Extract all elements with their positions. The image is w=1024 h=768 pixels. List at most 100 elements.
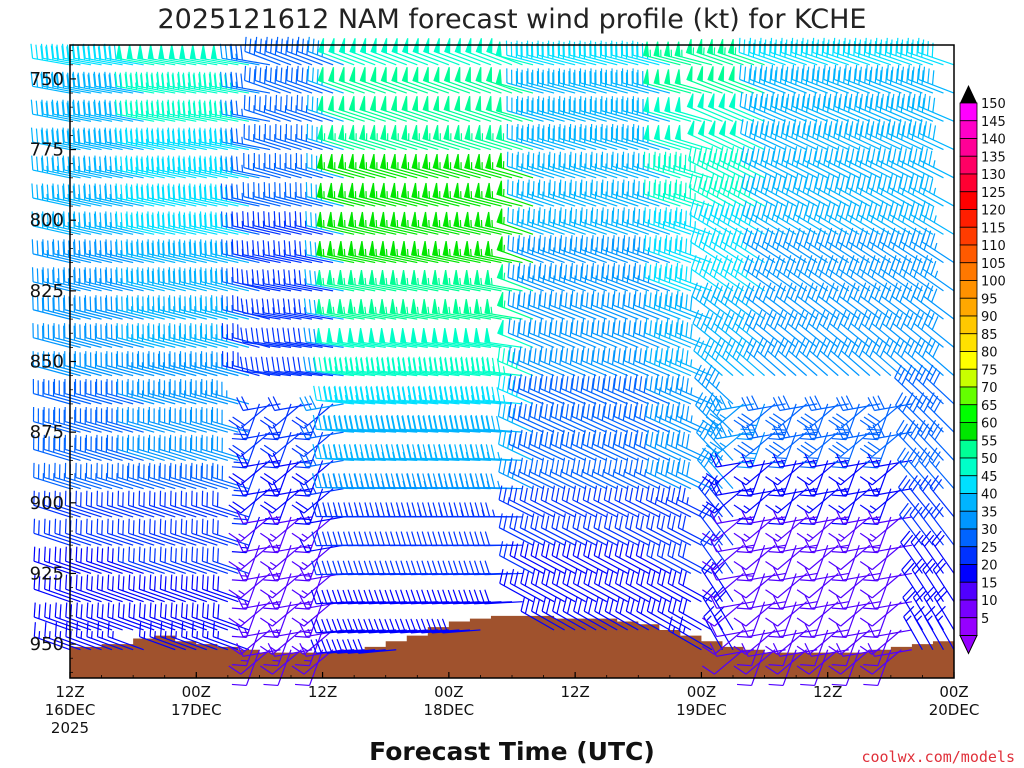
barb-full	[241, 452, 249, 467]
wind-barb	[267, 396, 313, 412]
barb-full	[115, 127, 118, 143]
wind-barb	[260, 544, 302, 571]
barb-shaft	[202, 636, 239, 651]
wind-barb	[33, 490, 71, 518]
wind-barb	[148, 323, 186, 348]
wind-barb	[170, 518, 207, 546]
barb-full	[230, 99, 234, 115]
barb-full	[135, 71, 139, 87]
barb-shaft	[317, 108, 355, 122]
barb-full	[73, 127, 76, 143]
barb-full	[299, 425, 307, 440]
barb-half	[143, 631, 146, 639]
barb-full	[235, 100, 239, 116]
barb-full	[334, 356, 339, 372]
wind-barb	[326, 269, 365, 292]
wind-barb	[295, 629, 324, 667]
barb-shaft	[33, 392, 71, 405]
wind-barb	[236, 452, 281, 468]
barb-half	[166, 138, 169, 147]
barb-shaft	[159, 253, 197, 264]
barb-shaft	[306, 431, 344, 440]
barb-full	[314, 271, 317, 286]
wind-barb	[236, 481, 281, 496]
wind-barb	[267, 452, 313, 468]
wind-barb	[106, 462, 144, 490]
barb-half	[364, 277, 367, 286]
wind-barb	[74, 267, 113, 292]
barb-full	[226, 240, 228, 256]
barb-full	[117, 574, 120, 590]
barb-full	[278, 241, 281, 256]
barb-shaft	[317, 196, 355, 207]
barb-full	[256, 299, 260, 314]
barb-full	[143, 548, 146, 563]
wind-barb	[159, 462, 197, 490]
barb-shaft	[337, 312, 376, 320]
wind-barb	[146, 127, 186, 151]
barb-full	[291, 38, 294, 54]
barb-full	[83, 155, 87, 171]
barb-shaft	[85, 225, 123, 235]
wind-barb	[126, 44, 165, 66]
barb-shaft	[316, 399, 355, 405]
barb-full	[254, 36, 258, 52]
barb-full	[130, 184, 134, 200]
barb-half	[238, 590, 246, 596]
wind-barb	[201, 434, 239, 461]
barb-shaft	[43, 197, 81, 207]
wind-barb	[138, 379, 176, 405]
barb-shaft	[201, 253, 239, 264]
barb-shaft	[327, 196, 365, 207]
barb-full	[52, 211, 55, 226]
barb-full	[204, 156, 207, 172]
barb-full	[264, 40, 267, 55]
barb-full	[64, 518, 67, 534]
barb-shaft	[201, 420, 239, 433]
barb-full	[260, 532, 273, 542]
barb-flag	[168, 44, 176, 60]
barb-full	[41, 71, 44, 87]
wind-barb	[201, 546, 239, 575]
barb-full	[35, 100, 39, 116]
barb-half	[307, 600, 312, 608]
barb-shaft	[296, 108, 334, 122]
barb-full	[311, 560, 317, 575]
wind-barb	[158, 44, 197, 66]
barb-shaft	[240, 403, 271, 429]
barb-shaft	[277, 403, 292, 440]
barb-full	[135, 73, 138, 89]
barb-full	[48, 576, 51, 591]
barb-flag	[326, 328, 333, 344]
wind-barb	[200, 44, 239, 66]
barb-shaft	[316, 283, 355, 292]
barb-full	[343, 473, 349, 488]
wind-barb	[337, 153, 376, 179]
barb-shaft	[244, 50, 281, 66]
wind-barb	[323, 385, 365, 405]
barb-full	[215, 240, 218, 256]
wind-barb	[191, 546, 229, 575]
barb-full	[93, 73, 96, 89]
barb-full	[332, 502, 338, 517]
barb-full	[114, 99, 118, 115]
wind-barb	[73, 239, 113, 264]
barb-shaft	[148, 225, 186, 235]
wind-barb	[180, 462, 218, 490]
barb-shaft	[307, 137, 344, 151]
barb-full	[293, 298, 297, 313]
barb-full	[56, 72, 60, 88]
barb-full	[309, 241, 312, 256]
barb-full	[94, 155, 97, 171]
barb-full	[147, 239, 150, 254]
wind-barb	[52, 267, 92, 292]
barb-full	[166, 101, 170, 117]
barb-shaft	[169, 169, 207, 179]
barb-full	[183, 212, 186, 228]
wind-barb	[53, 295, 92, 320]
barb-shaft	[326, 649, 365, 654]
barb-full	[114, 157, 117, 173]
barb-shaft	[305, 341, 344, 348]
wind-barb	[291, 544, 334, 571]
wind-barb	[190, 462, 229, 490]
